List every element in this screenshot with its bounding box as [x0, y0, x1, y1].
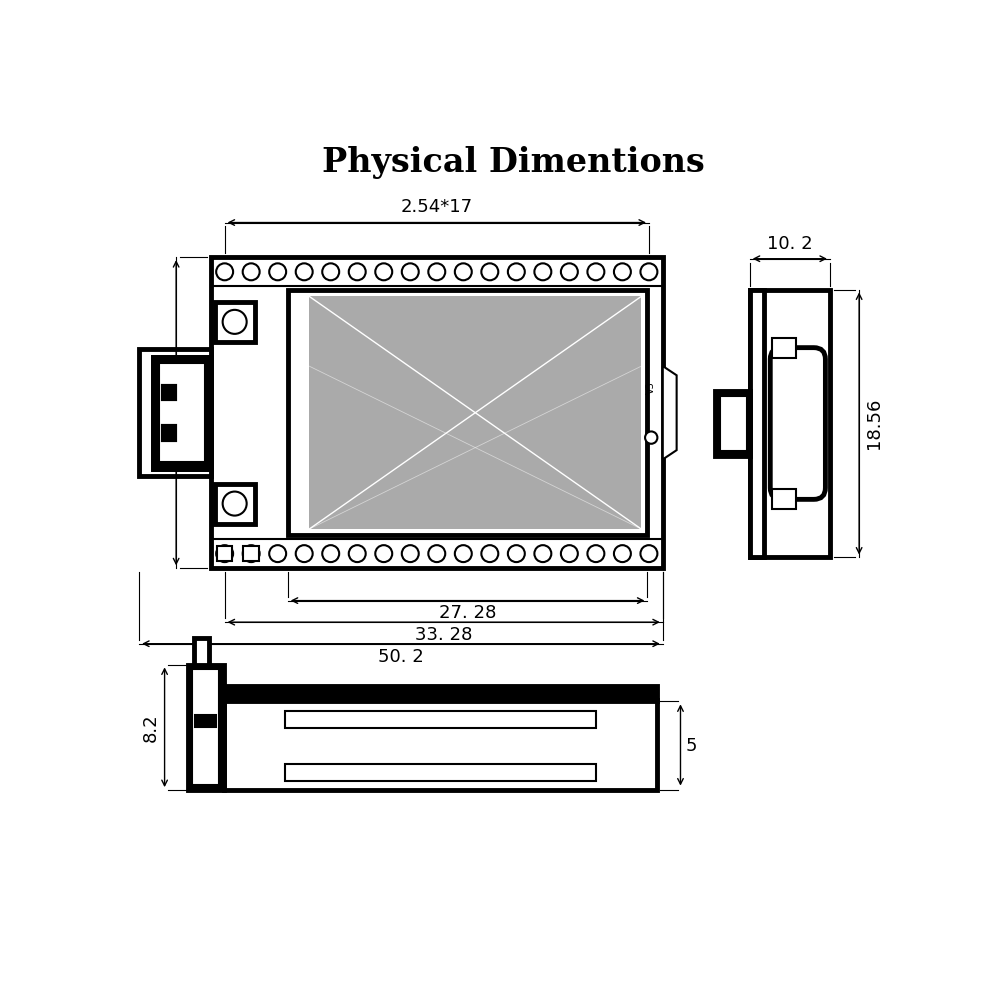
- Circle shape: [242, 263, 259, 280]
- Bar: [162, 385, 176, 400]
- Bar: [162, 425, 176, 440]
- Circle shape: [588, 263, 605, 280]
- Bar: [159, 363, 204, 462]
- Text: 2.54*17: 2.54*17: [400, 198, 472, 216]
- Bar: [162, 425, 176, 440]
- Circle shape: [614, 546, 631, 563]
- Bar: [285, 764, 596, 781]
- Bar: [750, 289, 764, 558]
- Circle shape: [588, 546, 605, 563]
- Circle shape: [322, 546, 339, 563]
- Bar: [162, 385, 176, 400]
- Circle shape: [295, 263, 312, 280]
- Bar: [195, 715, 216, 727]
- Bar: [772, 338, 796, 358]
- Circle shape: [375, 546, 392, 563]
- Bar: [211, 257, 663, 569]
- Circle shape: [481, 546, 498, 563]
- Bar: [214, 302, 254, 342]
- Text: 25.5: 25.5: [152, 392, 170, 432]
- Bar: [224, 686, 658, 702]
- Bar: [214, 483, 254, 524]
- Bar: [309, 296, 642, 529]
- Circle shape: [322, 263, 339, 280]
- Text: 5: 5: [685, 737, 697, 755]
- Bar: [153, 357, 211, 468]
- Text: Physical Dimentions: Physical Dimentions: [322, 146, 705, 179]
- Circle shape: [645, 431, 658, 443]
- Circle shape: [641, 263, 658, 280]
- Bar: [217, 546, 232, 562]
- Bar: [188, 665, 224, 790]
- Circle shape: [222, 491, 246, 516]
- Circle shape: [508, 263, 525, 280]
- Circle shape: [641, 546, 658, 563]
- Circle shape: [269, 546, 286, 563]
- Circle shape: [216, 263, 233, 280]
- Bar: [192, 669, 219, 786]
- Bar: [720, 396, 747, 451]
- Text: 18.56: 18.56: [865, 397, 883, 449]
- Circle shape: [222, 310, 246, 334]
- Text: 8.2: 8.2: [142, 713, 160, 742]
- Bar: [715, 391, 750, 455]
- Circle shape: [216, 546, 233, 563]
- Bar: [750, 289, 830, 558]
- Circle shape: [242, 546, 259, 563]
- Circle shape: [295, 546, 312, 563]
- Circle shape: [348, 546, 365, 563]
- Bar: [194, 638, 209, 665]
- Circle shape: [401, 546, 418, 563]
- Circle shape: [481, 263, 498, 280]
- Bar: [288, 290, 648, 536]
- Text: V3: V3: [647, 381, 657, 394]
- Circle shape: [508, 546, 525, 563]
- Circle shape: [348, 263, 365, 280]
- Circle shape: [401, 263, 418, 280]
- Bar: [224, 700, 658, 790]
- Polygon shape: [663, 366, 677, 459]
- Circle shape: [375, 263, 392, 280]
- Circle shape: [428, 263, 445, 280]
- Circle shape: [269, 263, 286, 280]
- Bar: [139, 349, 211, 476]
- Bar: [772, 488, 796, 509]
- Text: 33. 28: 33. 28: [415, 626, 472, 644]
- Circle shape: [561, 263, 578, 280]
- Circle shape: [535, 546, 552, 563]
- Bar: [285, 711, 596, 728]
- Circle shape: [428, 546, 445, 563]
- Bar: [153, 357, 211, 468]
- Bar: [243, 546, 259, 562]
- FancyBboxPatch shape: [771, 347, 826, 499]
- Circle shape: [614, 263, 631, 280]
- Circle shape: [454, 546, 471, 563]
- Bar: [159, 363, 204, 462]
- Text: 50. 2: 50. 2: [378, 648, 423, 666]
- Text: 10. 2: 10. 2: [767, 234, 813, 252]
- Circle shape: [561, 546, 578, 563]
- Circle shape: [535, 263, 552, 280]
- Text: 27. 28: 27. 28: [438, 605, 496, 623]
- Circle shape: [454, 263, 471, 280]
